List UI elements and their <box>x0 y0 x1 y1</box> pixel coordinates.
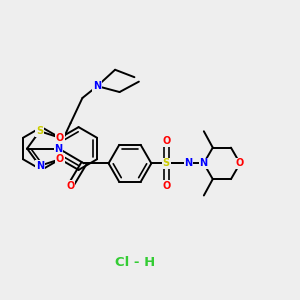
Text: N: N <box>200 158 208 168</box>
Text: O: O <box>162 136 170 146</box>
Text: N: N <box>36 161 44 171</box>
Text: O: O <box>56 133 64 143</box>
Text: O: O <box>66 181 75 191</box>
Text: O: O <box>162 181 170 191</box>
Text: O: O <box>236 158 244 168</box>
Text: S: S <box>36 126 43 136</box>
Text: O: O <box>56 154 64 164</box>
Text: N: N <box>184 158 193 168</box>
Text: N: N <box>55 143 63 154</box>
Text: N: N <box>93 81 101 91</box>
Text: S: S <box>163 158 170 168</box>
Text: Cl - H: Cl - H <box>115 256 155 269</box>
